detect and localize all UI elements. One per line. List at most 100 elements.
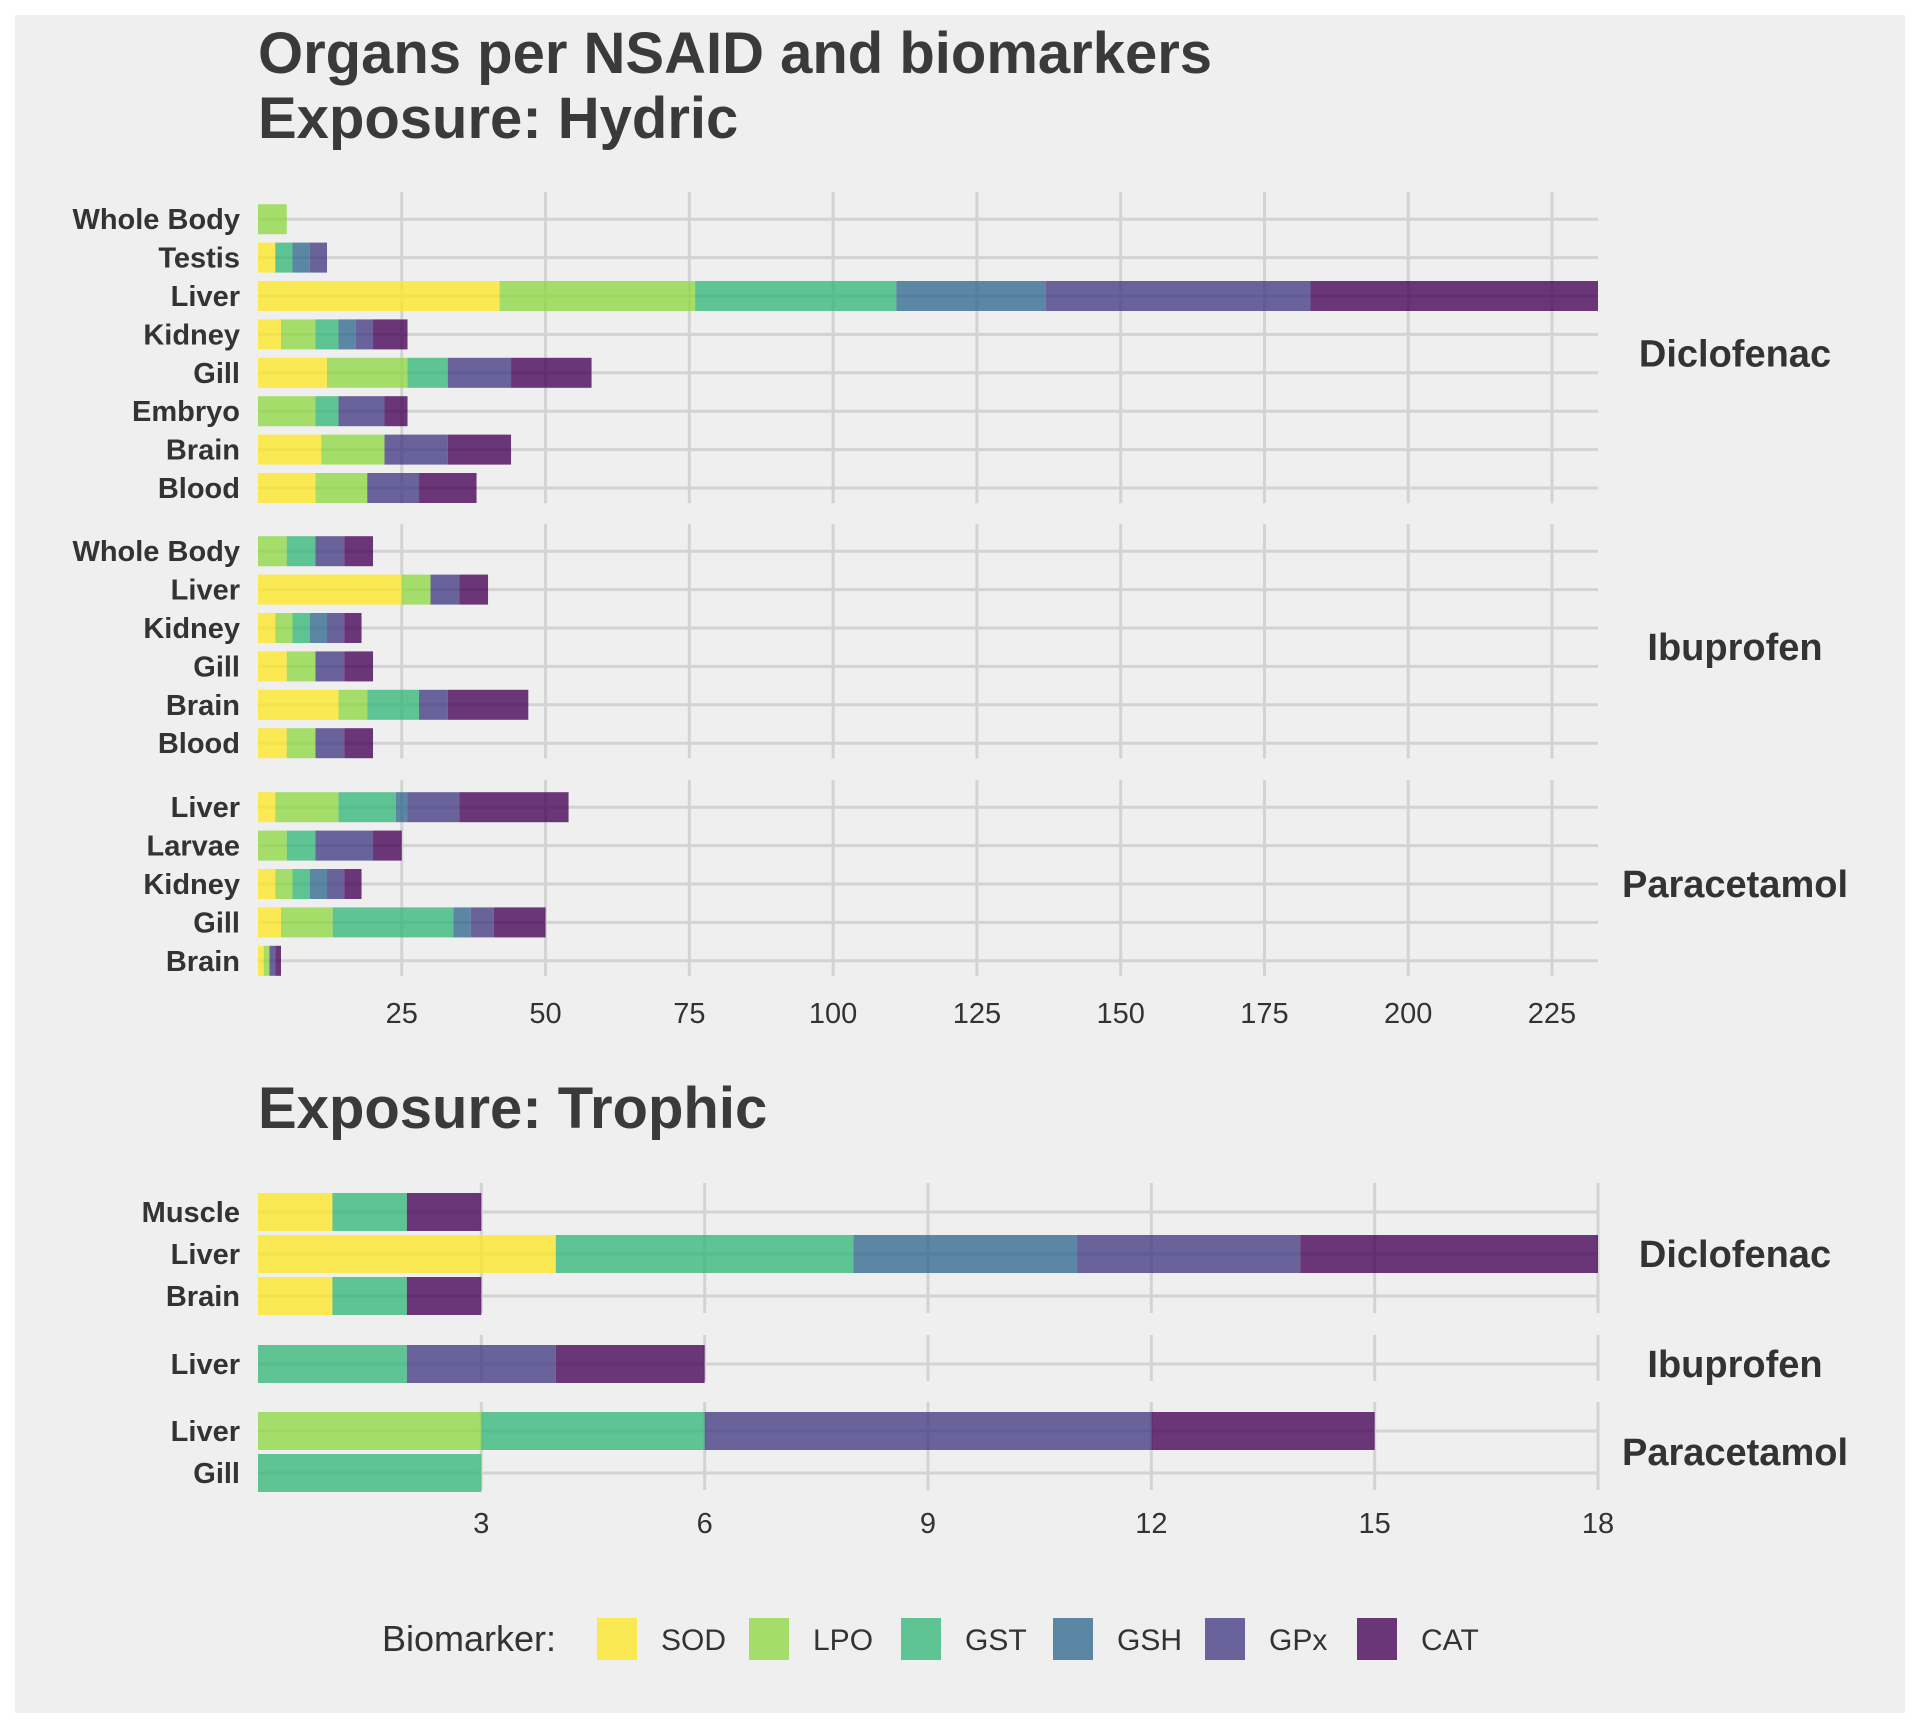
bar-segment-gpx	[407, 792, 460, 823]
bar-segment-lpo	[258, 1412, 482, 1450]
legend-item-gst: GST	[901, 1618, 1027, 1660]
chart-figure: Organs per NSAID and biomarkers Exposure:…	[15, 15, 1905, 1713]
legend-label: GPx	[1269, 1624, 1327, 1657]
bar-segment-lpo	[263, 945, 270, 976]
legend: Biomarker: SOD LPO GST GSH GPx CAT	[382, 1618, 1479, 1660]
category-label: Whole Body	[72, 204, 240, 236]
category-label: Gill	[193, 651, 240, 683]
bar-segment-gpx	[384, 434, 448, 465]
bar-segment-sod	[258, 242, 276, 273]
legend-swatch	[901, 1618, 941, 1660]
category-label: Embryo	[132, 396, 240, 428]
bar-segment-lpo	[258, 396, 316, 427]
category-label: Liver	[171, 575, 240, 607]
legend-item-gpx: GPx	[1205, 1618, 1327, 1660]
bar-segment-sod	[258, 1235, 556, 1273]
bar-segment-lpo	[286, 651, 316, 682]
legend-label: LPO	[813, 1624, 873, 1657]
bar-segment-gsh	[853, 1235, 1077, 1273]
bar-segment-sod	[258, 434, 322, 465]
facet-label: Paracetamol	[1622, 864, 1848, 906]
bar-segment-sod	[258, 1277, 333, 1315]
bar-segment-lpo	[281, 907, 333, 938]
category-label: Liver	[171, 281, 240, 313]
bar-segment-cat	[406, 1193, 482, 1231]
facet-label: Diclofenac	[1639, 1234, 1831, 1276]
bar-segment-gpx	[315, 536, 345, 567]
bar-segment-gst	[367, 689, 420, 720]
bar-segment-cat	[384, 396, 408, 427]
category-label: Kidney	[143, 869, 240, 901]
bar-segment-gpx	[704, 1412, 1152, 1450]
facet-label: Diclofenac	[1639, 334, 1831, 376]
hydric-panel: Organs per NSAID and biomarkersExposure:…	[72, 21, 1848, 1030]
bar-segment-sod	[258, 319, 282, 350]
bar-segment-sod	[258, 689, 339, 720]
x-tick-label: 12	[1135, 1508, 1167, 1540]
bar-segment-gst	[275, 242, 293, 273]
bar-segment-sod	[258, 792, 276, 823]
category-label: Liver	[171, 1416, 240, 1448]
bar-segment-cat	[406, 1277, 482, 1315]
bar-segment-gsh	[292, 242, 310, 273]
bar-segment-gpx	[315, 651, 345, 682]
category-label: Kidney	[143, 319, 240, 351]
bar-segment-gst	[338, 792, 397, 823]
bar-segment-cat	[1300, 1235, 1598, 1273]
bar-segment-gpx	[327, 613, 345, 643]
bar-segment-sod	[258, 281, 500, 311]
x-tick-label: 75	[673, 998, 705, 1030]
x-tick-label: 25	[386, 998, 418, 1030]
facet-label: Ibuprofen	[1647, 1344, 1822, 1386]
x-tick-label: 3	[473, 1508, 489, 1540]
x-tick-label: 225	[1528, 998, 1576, 1030]
category-label: Muscle	[142, 1197, 240, 1229]
legend-swatch	[1205, 1618, 1245, 1660]
bar-segment-cat	[419, 473, 477, 503]
facet-diclofenac: Muscle Liver Brain Diclofenac	[142, 1183, 1831, 1315]
category-label: Brain	[166, 435, 240, 467]
bar-segment-gst	[292, 613, 310, 643]
bar-segment-gpx	[315, 830, 374, 861]
bar-segment-gst	[292, 869, 310, 899]
bar-segment-gst	[695, 281, 897, 311]
legend-item-lpo: LPO	[749, 1618, 873, 1660]
bar-segment-gst	[332, 907, 454, 938]
bar-segment-gst	[407, 357, 448, 388]
facet-paracetamol: Liver Larvae Kidney Gill Brain Paracetamol	[143, 780, 1848, 978]
bar-segment-cat	[373, 319, 408, 350]
legend-item-cat: CAT	[1357, 1618, 1479, 1660]
facet-ibuprofen: Whole Body Liver Kidney Gill Brain Blood Ibupr…	[72, 524, 1823, 760]
bar-segment-lpo	[321, 434, 385, 465]
legend-swatch	[749, 1618, 789, 1660]
bar-segment-cat	[555, 1345, 705, 1383]
bar-segment-lpo	[258, 536, 287, 567]
legend-swatch	[597, 1618, 637, 1660]
category-label: Brain	[166, 1281, 240, 1313]
legend-swatch	[1357, 1618, 1397, 1660]
bar-segment-cat	[1310, 281, 1598, 311]
bar-segment-cat	[275, 945, 282, 976]
x-tick-label: 6	[697, 1508, 713, 1540]
bar-segment-gpx	[367, 473, 420, 503]
bar-segment-cat	[373, 830, 402, 861]
bar-segment-gpx	[269, 945, 276, 976]
bar-segment-gpx	[327, 869, 345, 899]
legend-swatch	[1053, 1618, 1093, 1660]
bar-segment-cat	[511, 357, 592, 388]
x-tick-label: 100	[809, 998, 857, 1030]
bar-segment-gsh	[309, 869, 328, 899]
x-tick-label: 125	[953, 998, 1001, 1030]
bar-segment-lpo	[327, 357, 408, 388]
x-tick-label: 15	[1359, 1508, 1391, 1540]
category-label: Kidney	[143, 613, 240, 645]
x-tick-label: 150	[1096, 998, 1144, 1030]
bar-segment-sod	[258, 473, 316, 503]
bar-segment-lpo	[275, 869, 293, 899]
bar-segment-gst	[332, 1277, 407, 1315]
bar-segment-gpx	[338, 396, 385, 427]
category-label: Whole Body	[72, 536, 240, 568]
bar-segment-cat	[344, 651, 374, 682]
bar-segment-sod	[258, 357, 328, 388]
bar-segment-lpo	[275, 613, 293, 643]
